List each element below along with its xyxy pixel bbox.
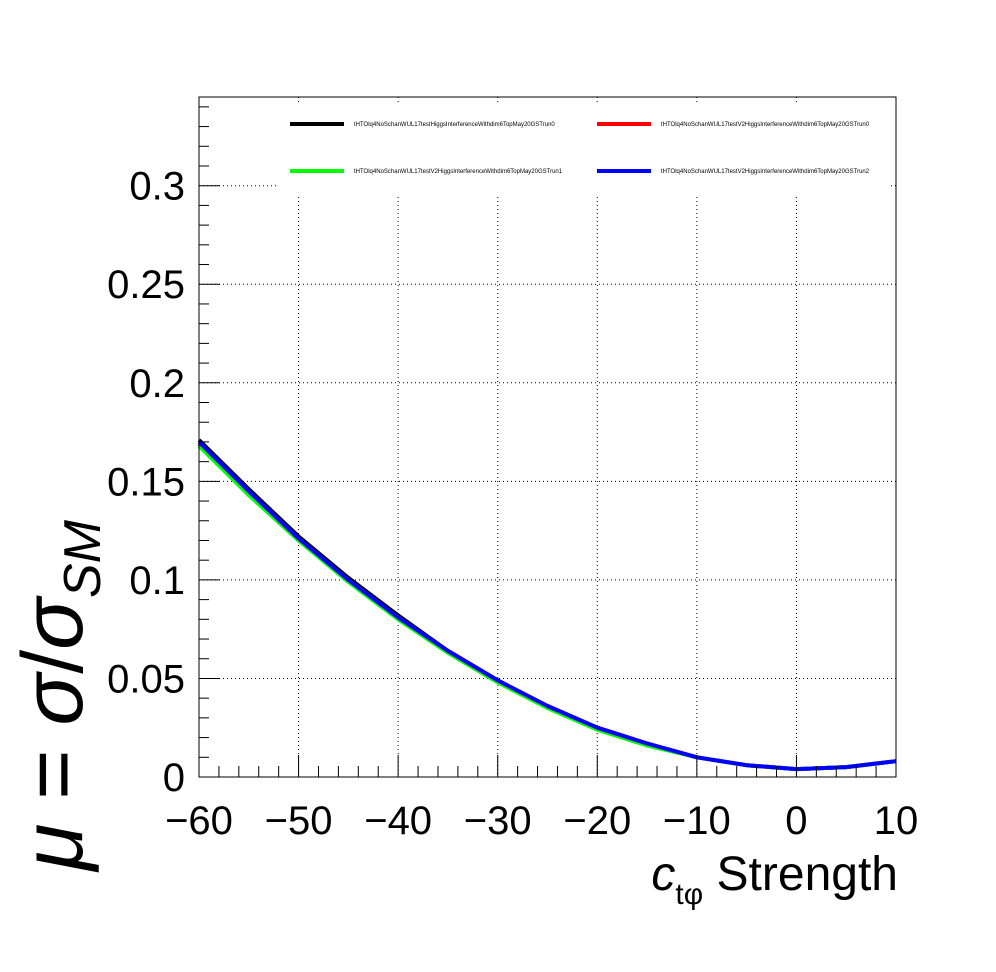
y-axis-title-slash: / <box>5 650 101 674</box>
legend-label-2: tHTOlq4NoSchanWUL17testV2HiggsInterferen… <box>661 122 870 128</box>
y-tick-label: 0.2 <box>129 362 185 406</box>
y-axis-title-sigma-sm: σ <box>5 595 101 650</box>
plot-frame <box>198 96 897 778</box>
legend-box <box>278 104 890 194</box>
x-tick-label: −50 <box>265 799 333 843</box>
y-tick-label: 0.05 <box>107 657 185 701</box>
x-axis-title-symbol: c <box>651 848 675 901</box>
y-tick-label: 0.25 <box>107 263 185 307</box>
x-tick-label: −60 <box>165 799 233 843</box>
y-tick-label: 0.15 <box>107 460 185 504</box>
legend-label-1: tHTOlq4NoSchanWUL17testHiggsInterference… <box>354 122 555 128</box>
x-axis-title: ctφ Strength <box>651 848 898 911</box>
y-axis-title-mu: μ <box>5 824 101 873</box>
legend: tHTOlq4NoSchanWUL17testHiggsInterference… <box>290 122 870 175</box>
legend-label-4: tHTOlq4NoSchanWUL17testV2HiggsInterferen… <box>661 169 870 175</box>
x-tick-label: −10 <box>663 799 731 843</box>
x-tick-label: −20 <box>563 799 631 843</box>
y-tick-label: 0.1 <box>129 559 185 603</box>
x-tick-label: −40 <box>364 799 432 843</box>
y-axis-title: μ = σ/σSM <box>5 519 112 872</box>
axis-ticks <box>198 106 897 778</box>
legend-label-3: tHTOlq4NoSchanWUL17testV2HiggsInterferen… <box>354 169 563 175</box>
y-axis-title-sigma: σ <box>5 671 101 726</box>
x-tick-label: 10 <box>874 799 919 843</box>
x-axis-title-subscript: tφ <box>675 878 703 911</box>
tick-labels: −60 −50 −40 −30 −20 −10 0 10 0 0.05 0.1 0.15 0.2 0.25… <box>107 165 918 843</box>
x-axis-title-suffix: Strength <box>703 848 898 901</box>
series-line-4 <box>197 440 897 772</box>
y-axis-title-equals: = <box>5 726 101 824</box>
y-tick-label: 0 <box>163 756 185 800</box>
y-axis-title-sm: SM <box>54 519 112 598</box>
x-tick-label: 0 <box>785 799 807 843</box>
x-tick-label: −30 <box>464 799 532 843</box>
y-tick-label: 0.3 <box>129 165 185 209</box>
series-layer <box>197 438 897 772</box>
